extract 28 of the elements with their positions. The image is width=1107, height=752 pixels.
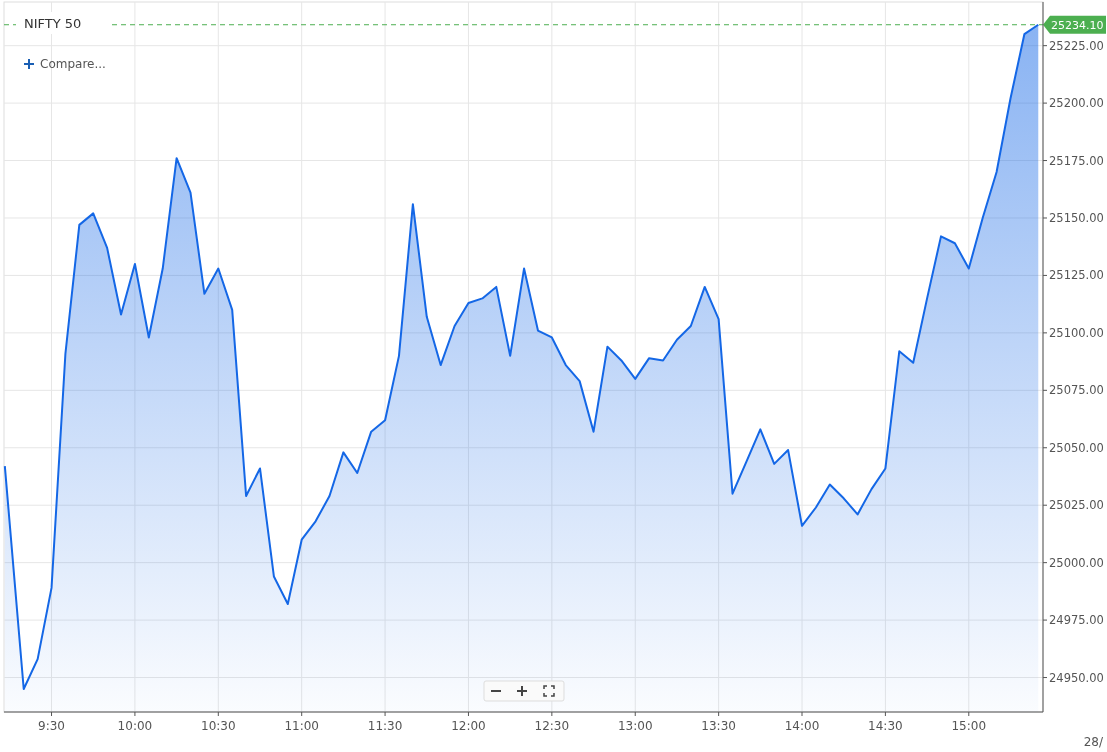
y-tick-label: 25125.00 xyxy=(1049,268,1104,283)
y-tick-label: 25200.00 xyxy=(1049,96,1104,111)
y-tick-label: 25225.00 xyxy=(1049,38,1104,53)
x-tick-label: 14:00 xyxy=(784,719,820,733)
x-tick-label: 15:00 xyxy=(951,719,987,733)
y-tick-label: 25175.00 xyxy=(1049,153,1104,168)
x-tick-label: 13:30 xyxy=(701,719,736,733)
y-tick-label: 25000.00 xyxy=(1049,555,1104,570)
y-tick-label: 24975.00 xyxy=(1049,613,1104,628)
x-tick-label: 10:30 xyxy=(201,719,236,733)
y-tick-label: 25025.00 xyxy=(1049,498,1104,513)
ref-line-label: 25234.10 xyxy=(1051,18,1104,32)
y-tick-label: 25075.00 xyxy=(1049,383,1104,398)
y-tick-label: 25050.00 xyxy=(1049,440,1104,455)
x-tick-label: 12:30 xyxy=(534,719,570,733)
text: 28/ xyxy=(1083,735,1104,749)
x-tick-label: 11:30 xyxy=(367,719,403,733)
text: NIFTY 50 xyxy=(24,16,82,31)
x-tick-label: 11:00 xyxy=(284,719,319,733)
y-tick-label: 25150.00 xyxy=(1049,210,1104,225)
x-tick-label: 13:00 xyxy=(617,719,653,733)
x-tick-label: 14:30 xyxy=(868,719,903,733)
y-tick-label: 25100.00 xyxy=(1049,325,1104,340)
y-tick-label: 24950.00 xyxy=(1049,670,1104,685)
x-tick-label: 9:30 xyxy=(38,719,66,733)
x-tick-label: 10:00 xyxy=(117,719,153,733)
annotation: Compare... xyxy=(40,57,106,71)
x-tick-label: 12:00 xyxy=(451,719,486,733)
